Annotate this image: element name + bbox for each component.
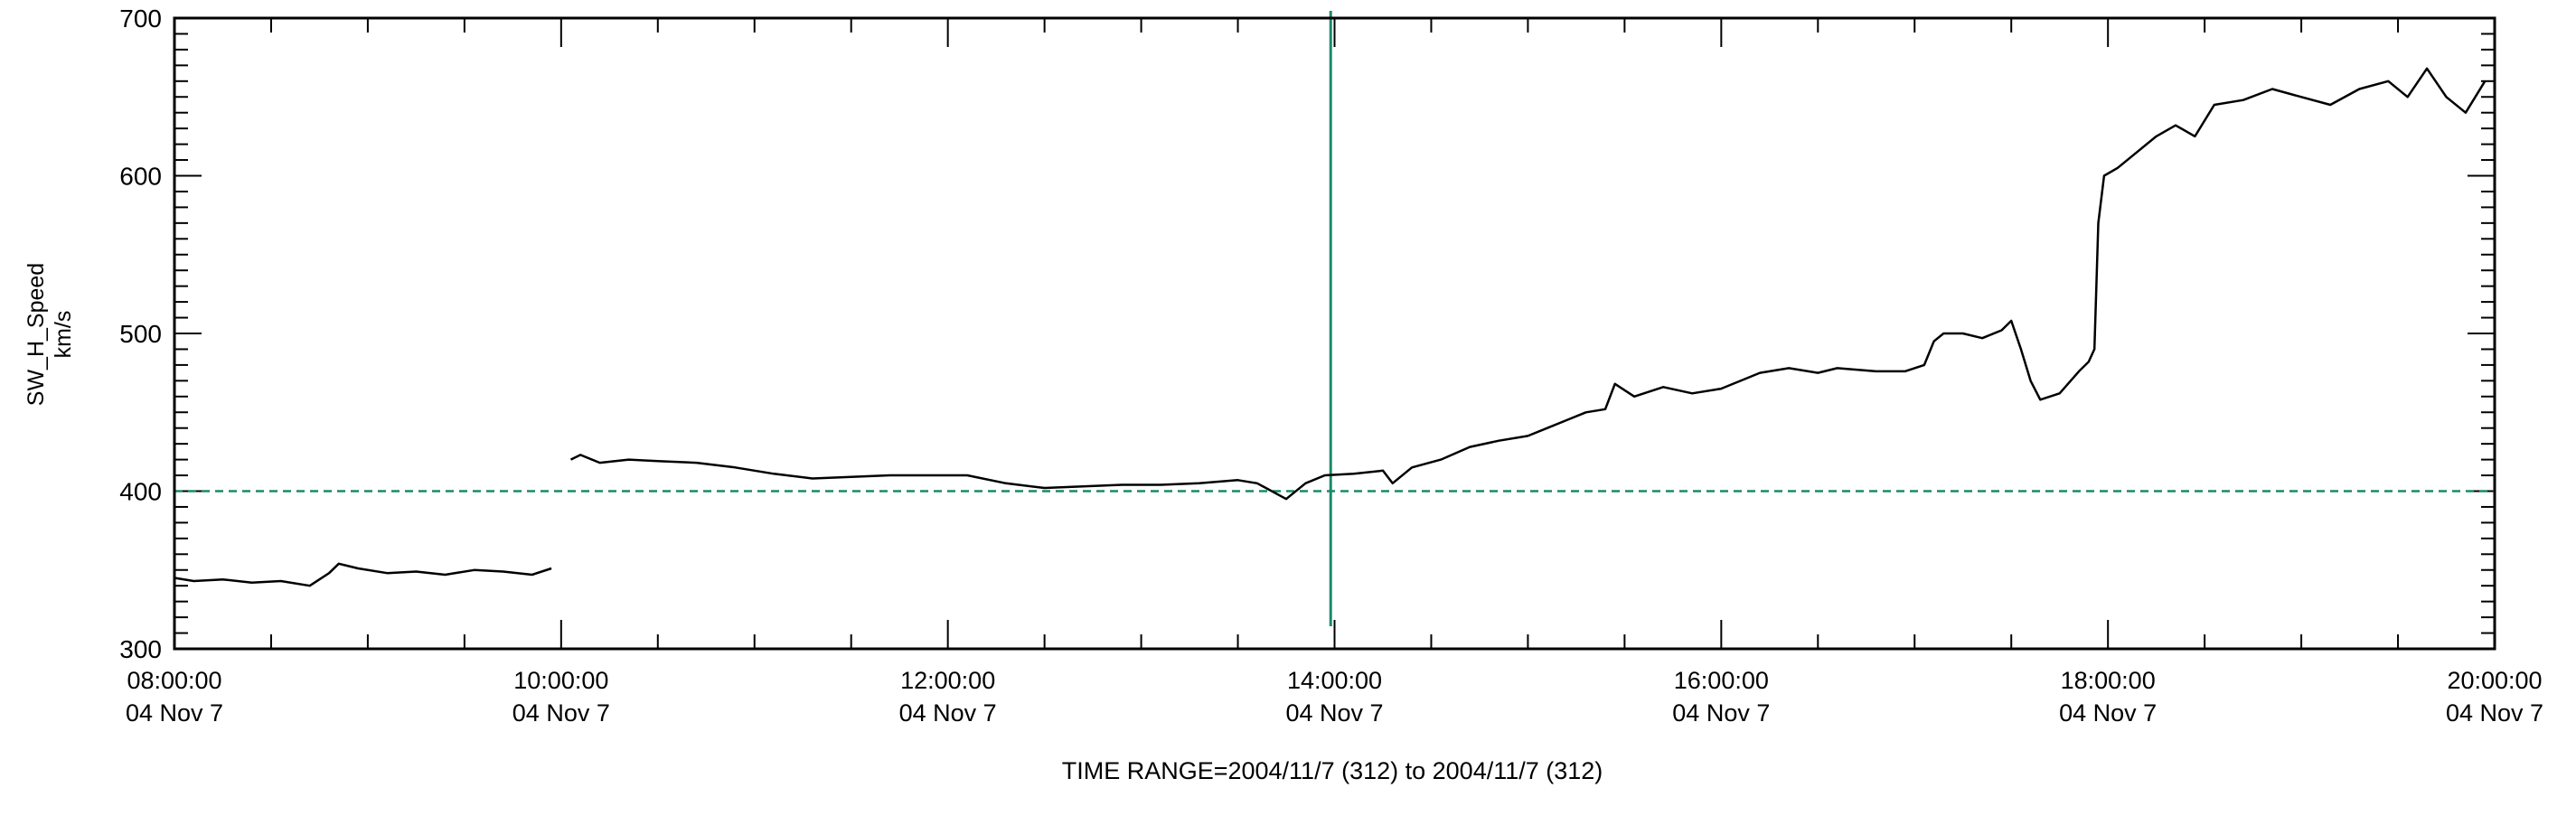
- tick-labels: 300 400 500 600 700 08:00:00 04 Nov 7 10:00:00 0…: [119, 5, 2543, 727]
- y-tick-label: 600: [119, 163, 162, 191]
- series-line-segment: [174, 562, 552, 587]
- series-line-segment: [569, 67, 2487, 501]
- x-tick-date-label: 04 Nov 7: [1285, 699, 1383, 727]
- y-tick-label: 300: [119, 635, 162, 663]
- x-tick-date-label: 04 Nov 7: [1672, 699, 1770, 727]
- y-tick-label: 500: [119, 320, 162, 348]
- x-tick-time-label: 20:00:00: [2447, 667, 2542, 694]
- y-tick-label: 700: [119, 5, 162, 33]
- x-tick-date-label: 04 Nov 7: [2446, 699, 2543, 727]
- x-tick-time-label: 12:00:00: [900, 667, 995, 694]
- plot-frame: [173, 16, 2496, 651]
- y-axis-label: SW_H_Speed: [24, 263, 49, 406]
- reference-lines: [174, 11, 2495, 626]
- x-axis-label: TIME RANGE=2004/11/7 (312) to 2004/11/7 …: [1062, 757, 1603, 784]
- x-tick-time-label: 08:00:00: [127, 667, 221, 694]
- x-tick-date-label: 04 Nov 7: [2059, 699, 2157, 727]
- series-lines: [174, 67, 2487, 587]
- x-tick-date-label: 04 Nov 7: [126, 699, 223, 727]
- y-axis-units: km/s: [51, 311, 76, 359]
- x-tick-time-label: 18:00:00: [2061, 667, 2156, 694]
- x-tick-time-label: 16:00:00: [1674, 667, 1769, 694]
- x-tick-time-label: 10:00:00: [513, 667, 608, 694]
- axis-ticks: [174, 17, 2496, 650]
- x-tick-time-label: 14:00:00: [1287, 667, 1382, 694]
- y-tick-label: 400: [119, 478, 162, 506]
- x-tick-date-label: 04 Nov 7: [899, 699, 997, 727]
- x-tick-date-label: 04 Nov 7: [512, 699, 610, 727]
